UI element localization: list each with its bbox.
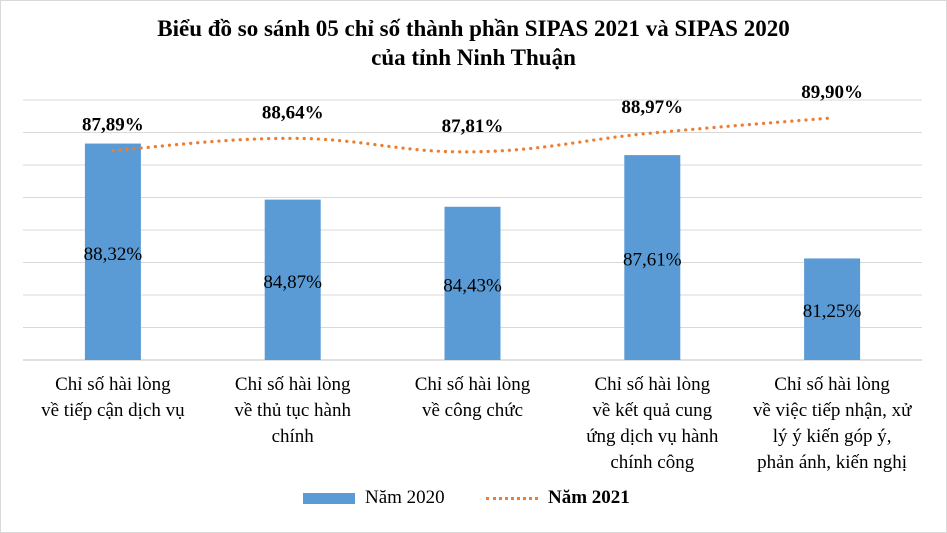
chart-legend: Năm 2020 Năm 2021 [0, 487, 947, 511]
bar-2020 [444, 206, 501, 360]
x-tick-label-line: về việc tiếp nhận, xử [752, 400, 912, 421]
legend-item-2021: Năm 2021 [486, 487, 630, 509]
bar-2020 [264, 199, 321, 360]
line-data-label: 87,81% [442, 116, 504, 137]
bar-2020 [84, 143, 141, 360]
legend-item-2020: Năm 2020 [303, 487, 445, 509]
legend-label-2020: Năm 2020 [365, 487, 445, 508]
x-tick-label-line: về công chức [421, 400, 524, 421]
legend-label-2021: Năm 2021 [548, 487, 630, 508]
x-tick-label-line: ứng dịch vụ hành [586, 426, 719, 447]
line-data-label: 88,97% [621, 97, 683, 118]
x-tick-label-line: phản ánh, kiến nghị [757, 452, 908, 473]
x-tick-label-line: về kết quả cung [592, 400, 713, 421]
x-tick-label: Chỉ số hài lòng về thủ tục hành chính [205, 372, 381, 450]
line-data-label: 88,64% [262, 102, 324, 123]
chart-title-line1: Biểu đồ so sánh 05 chỉ số thành phần SIP… [157, 16, 790, 41]
x-tick-label: Chỉ số hài lòng về tiếp cận dịch vụ [25, 372, 201, 424]
bar-data-label: 88,32% [84, 244, 143, 265]
x-tick-label-line: về thủ tục hành [234, 400, 351, 421]
x-tick-label: Chỉ số hài lòng về việc tiếp nhận, xử lý ý… [744, 372, 920, 476]
x-tick-label-line: lý ý kiến góp ý, [772, 426, 892, 447]
bar-data-label: 81,25% [803, 301, 862, 322]
x-tick-label-line: Chỉ số hài lòng [774, 374, 890, 395]
x-tick-label-line: Chỉ số hài lòng [594, 374, 711, 395]
line-data-label: 89,90% [801, 82, 863, 103]
legend-swatch-bar [303, 492, 355, 504]
bar-2020 [804, 258, 861, 360]
x-tick-label: Chỉ số hài lòng về công chức [385, 372, 561, 424]
chart-title: Biểu đồ so sánh 05 chỉ số thành phần SIP… [0, 14, 947, 72]
bar-data-label: 87,61% [623, 250, 682, 271]
x-tick-label-line: chính công [610, 452, 695, 473]
bar-data-label: 84,43% [443, 275, 502, 296]
x-tick-label-line: Chỉ số hài lòng [414, 374, 531, 395]
bar-data-label: 84,87% [263, 272, 322, 293]
x-tick-label-line: Chỉ số hài lòng [55, 374, 171, 395]
chart-title-line2: của tỉnh Ninh Thuận [371, 45, 576, 70]
line-2021 [111, 116, 834, 154]
x-tick-label: Chỉ số hài lòng về kết quả cung ứng dịch v… [564, 372, 740, 476]
x-tick-label-line: Chỉ số hài lòng [234, 374, 351, 395]
legend-swatch-line [486, 496, 538, 500]
x-tick-label-line: chính [271, 426, 314, 447]
x-tick-label-line: về tiếp cận dịch vụ [41, 400, 185, 421]
bar-2020 [624, 155, 681, 360]
line-data-label: 87,89% [82, 115, 144, 136]
